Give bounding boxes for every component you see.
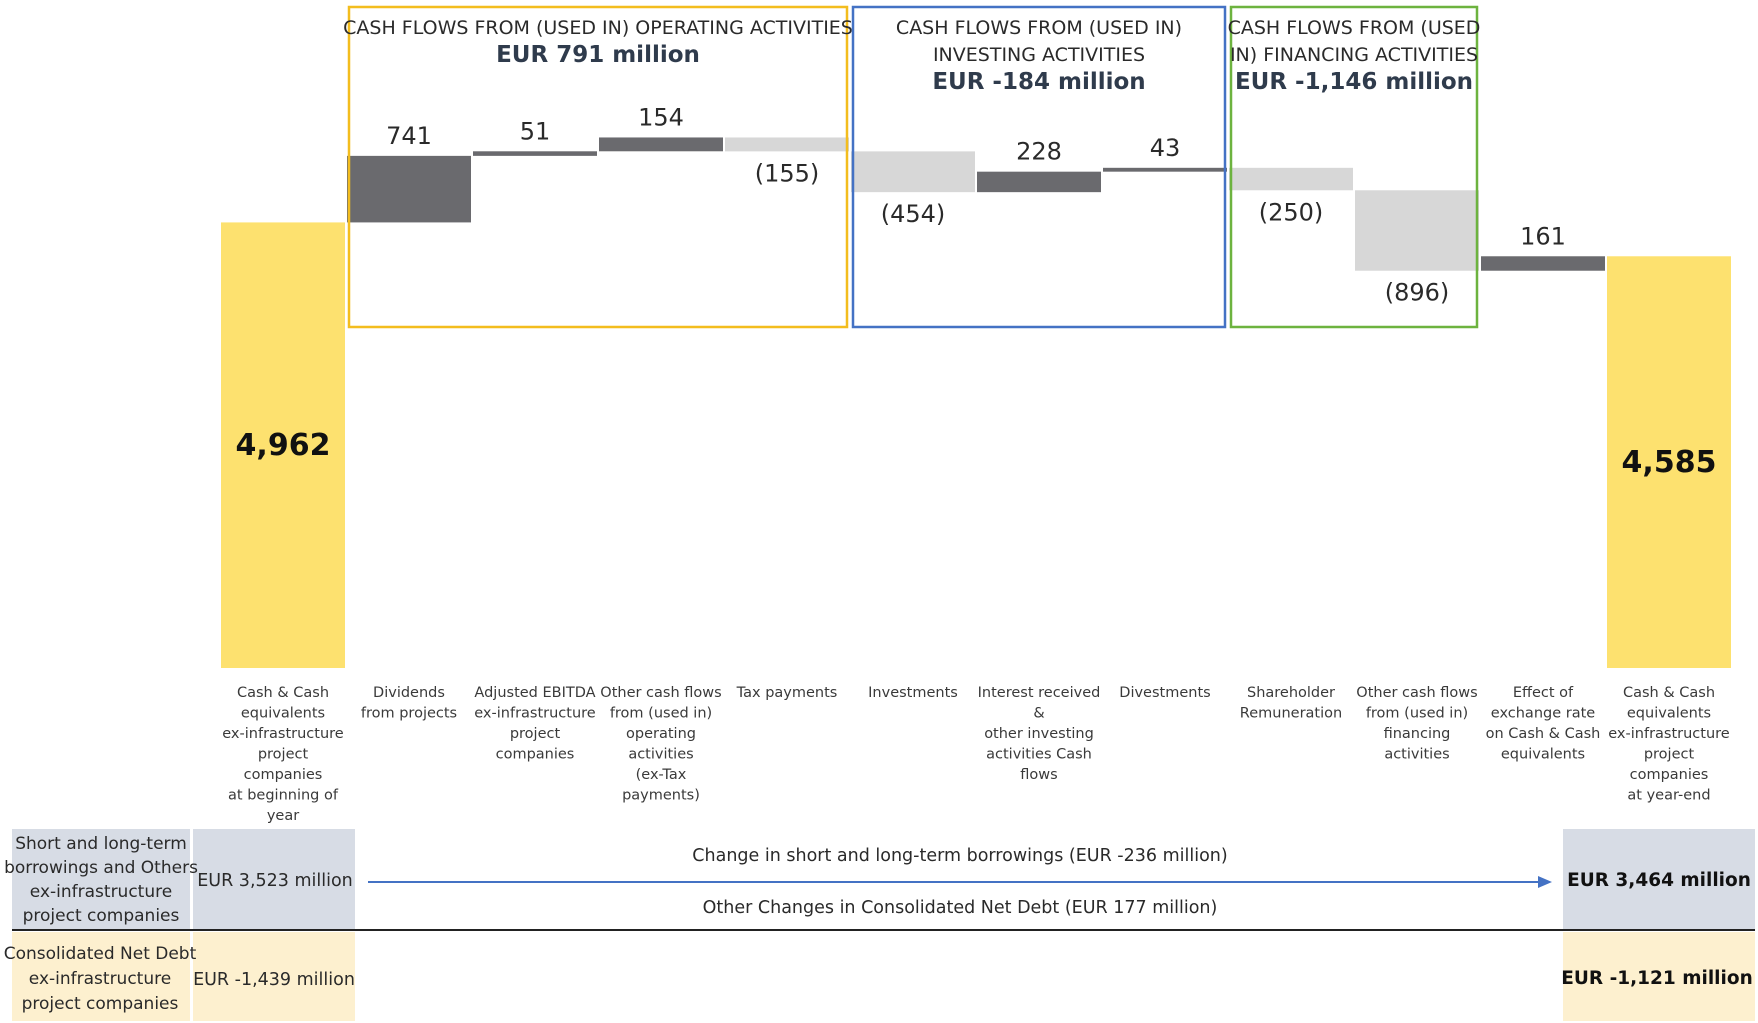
category-label-start: year: [267, 808, 299, 824]
category-label-start: equivalents: [241, 706, 325, 722]
category-label-shareholder: Shareholder: [1247, 685, 1335, 701]
data-label-dividends: 741: [386, 122, 432, 150]
data-label-fx: 161: [1520, 222, 1566, 250]
category-label-start: at beginning of: [228, 788, 339, 804]
category-label-ebitda: Adjusted EBITDA: [474, 685, 595, 701]
bar-tax: [725, 137, 849, 152]
data-label-other_operating: 154: [638, 103, 684, 131]
group-title-investing: CASH FLOWS FROM (USED IN): [896, 17, 1182, 39]
category-label-other_financing: activities: [1384, 747, 1449, 763]
bar-investments: [851, 151, 975, 193]
debt-row-label: project companies: [23, 906, 180, 926]
category-label-other_operating: operating: [626, 726, 696, 742]
group-box-financing: [1229, 5, 1479, 329]
netdebt-row-end-cell: [1563, 932, 1755, 1021]
category-label-other_operating: activities: [628, 747, 693, 763]
category-label-interest: other investing: [984, 726, 1094, 742]
category-label-interest: flows: [1020, 767, 1057, 783]
group-title-operating: CASH FLOWS FROM (USED IN) OPERATING ACTI…: [343, 17, 853, 39]
category-label-fx: equivalents: [1501, 747, 1585, 763]
bar-ebitda: [473, 151, 597, 156]
debt-row-label: ex-infrastructure: [30, 882, 172, 902]
category-label-end: project: [1644, 747, 1695, 763]
netdebt-row-label: Consolidated Net Debt: [4, 944, 197, 964]
netdebt-row-end-value: EUR -1,121 million: [1561, 968, 1753, 989]
category-label-ebitda: project: [510, 726, 561, 742]
category-label-start: companies: [244, 767, 323, 783]
bar-shareholder: [1229, 167, 1353, 191]
netdebt-row-start-value: EUR -1,439 million: [193, 970, 355, 990]
data-label-other_financing: (896): [1385, 279, 1450, 307]
data-label-shareholder: (250): [1259, 198, 1324, 226]
category-label-end: Cash & Cash: [1623, 685, 1715, 701]
data-label-interest: 228: [1016, 138, 1062, 166]
data-label-investments: (454): [881, 200, 946, 228]
bar-fx: [1481, 256, 1605, 271]
category-label-start: project: [258, 747, 309, 763]
category-label-other_operating: from (used in): [610, 706, 712, 722]
category-label-dividends: Dividends: [373, 685, 445, 701]
category-label-end: companies: [1630, 767, 1709, 783]
netdebt-row-start-cell: [193, 932, 355, 1021]
data-label-tax: (155): [755, 159, 820, 187]
category-label-shareholder: Remuneration: [1240, 706, 1342, 722]
bar-other_financing: [1355, 190, 1479, 271]
category-label-ebitda: ex-infrastructure: [474, 706, 596, 722]
category-label-end: ex-infrastructure: [1608, 726, 1730, 742]
category-label-ebitda: companies: [496, 747, 575, 763]
data-label-end: 4,585: [1622, 445, 1717, 480]
category-label-fx: Effect of: [1513, 685, 1574, 701]
category-label-interest: &: [1033, 706, 1044, 722]
category-label-dividends: from projects: [361, 706, 457, 722]
category-label-start: ex-infrastructure: [222, 726, 344, 742]
group-title-financing: IN) FINANCING ACTIVITIES: [1230, 44, 1478, 66]
bar-dividends: [347, 155, 471, 223]
group-amount-financing: EUR -1,146 million: [1235, 69, 1473, 95]
bar-end: [1607, 256, 1731, 668]
debt-row-end-value: EUR 3,464 million: [1567, 870, 1751, 891]
category-label-end: at year-end: [1627, 788, 1710, 804]
category-label-other_operating: payments): [622, 788, 700, 804]
category-label-other_financing: from (used in): [1366, 706, 1468, 722]
group-title-investing: INVESTING ACTIVITIES: [933, 44, 1145, 66]
debt-row-start-cell: [193, 829, 355, 929]
category-label-other_operating: Other cash flows: [600, 685, 721, 701]
group-box-investing: [851, 5, 1227, 329]
category-label-fx: exchange rate: [1491, 706, 1595, 722]
netdebt-row-label-cell: [12, 932, 190, 1021]
data-label-divestments: 43: [1150, 134, 1181, 162]
bar-divestments: [1103, 167, 1227, 172]
category-label-start: Cash & Cash: [237, 685, 329, 701]
category-label-interest: activities Cash: [986, 747, 1092, 763]
change-borrowings-text: Change in short and long-term borrowings…: [692, 846, 1227, 866]
category-label-fx: on Cash & Cash: [1486, 726, 1601, 742]
arrow-head-icon: [1538, 876, 1552, 888]
category-label-interest: Interest received: [978, 685, 1101, 701]
category-label-divestments: Divestments: [1119, 685, 1210, 701]
bar-start: [221, 222, 345, 668]
category-label-tax: Tax payments: [736, 685, 838, 701]
group-amount-operating: EUR 791 million: [496, 42, 700, 68]
bar-other_operating: [599, 137, 723, 152]
group-title-financing: CASH FLOWS FROM (USED: [1228, 17, 1481, 39]
category-label-other_financing: Other cash flows: [1356, 685, 1477, 701]
debt-row-end-cell: [1563, 829, 1755, 929]
debt-row-label: Short and long-term: [15, 834, 187, 854]
debt-row-start-value: EUR 3,523 million: [197, 871, 353, 891]
group-amount-investing: EUR -184 million: [932, 69, 1145, 95]
debt-row-label: borrowings and Others: [4, 858, 198, 878]
data-label-ebitda: 51: [520, 117, 551, 145]
data-label-start: 4,962: [236, 428, 331, 463]
other-changes-text: Other Changes in Consolidated Net Debt (…: [703, 898, 1218, 918]
category-label-end: equivalents: [1627, 706, 1711, 722]
netdebt-row-label: ex-infrastructure: [29, 969, 171, 989]
netdebt-row-label: project companies: [22, 994, 179, 1014]
category-label-investments: Investments: [868, 685, 958, 701]
category-label-other_financing: financing: [1384, 726, 1451, 742]
group-box-operating: [347, 5, 849, 329]
bar-interest: [977, 171, 1101, 193]
category-label-other_operating: (ex-Tax: [636, 767, 687, 783]
debt-row-label-cell: [12, 829, 190, 929]
